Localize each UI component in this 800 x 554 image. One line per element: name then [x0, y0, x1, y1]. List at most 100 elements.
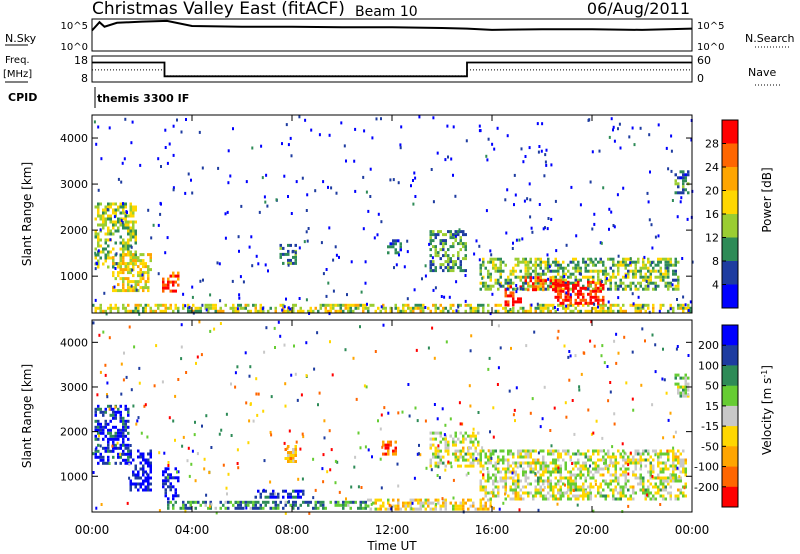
echo-cell — [399, 245, 402, 249]
echo-cell — [396, 462, 399, 466]
echo-cell — [132, 473, 135, 477]
echo-cell — [237, 503, 240, 507]
echo-cell — [176, 470, 178, 474]
echo-cell — [654, 370, 657, 374]
echo-cell — [512, 294, 515, 298]
echo-cell — [511, 247, 514, 250]
echo-cell — [639, 309, 642, 313]
echo-cell — [275, 198, 278, 202]
echo-cell — [599, 303, 602, 307]
echo-cell — [599, 280, 602, 284]
echo-cell — [479, 452, 482, 456]
echo-cell — [289, 136, 292, 140]
echo-cell — [167, 503, 170, 507]
echo-cell — [669, 464, 672, 468]
echo-cell — [613, 139, 616, 143]
echo-cell — [534, 281, 537, 285]
echo-cell — [139, 268, 142, 272]
echo-cell — [639, 303, 642, 307]
echo-cell — [627, 275, 630, 279]
echo-cell — [679, 176, 682, 180]
echo-cell — [239, 303, 242, 307]
echo-cell — [652, 464, 655, 468]
echo-cell — [537, 479, 540, 483]
echo-cell — [567, 488, 570, 492]
echo-cell — [122, 280, 125, 284]
echo-cell — [409, 498, 412, 502]
echo-cell — [602, 473, 605, 477]
echo-cell — [454, 455, 457, 459]
echo-cell — [399, 248, 402, 252]
echo-cell — [201, 424, 203, 428]
echo-cell — [604, 309, 607, 313]
echo-cell — [452, 504, 455, 508]
echo-cell — [644, 284, 647, 288]
echo-cell — [622, 281, 625, 285]
echo-cell — [187, 306, 190, 310]
echo-cell — [164, 494, 167, 498]
echo-cell — [529, 266, 532, 270]
echo-cell — [574, 473, 577, 477]
echo-cell — [122, 217, 125, 221]
echo-cell — [484, 284, 487, 288]
echo-cell — [577, 295, 580, 299]
echo-cell — [142, 473, 145, 477]
echo-cell — [622, 303, 625, 307]
echo-cell — [559, 303, 562, 307]
echo-cell — [639, 269, 642, 273]
echo-cell — [155, 344, 158, 348]
echo-cell — [109, 419, 112, 423]
echo-cell — [97, 205, 100, 209]
echo-cell — [157, 303, 160, 307]
echo-cell — [467, 446, 470, 449]
echo-cell — [254, 495, 257, 499]
echo-cell — [437, 444, 440, 448]
echo-cell — [328, 312, 331, 316]
echo-cell — [557, 266, 560, 270]
echo-cell — [117, 208, 120, 212]
echo-cell — [362, 500, 365, 504]
echo-cell — [664, 266, 667, 270]
echo-cell — [434, 266, 437, 270]
echo-cell — [657, 461, 660, 465]
echo-cell — [514, 263, 517, 267]
echo-cell — [464, 452, 467, 456]
echo-cell — [529, 467, 532, 471]
echo-cell — [684, 303, 687, 307]
echo-cell — [597, 275, 600, 279]
echo-cell — [134, 482, 137, 486]
echo-cell — [617, 461, 620, 465]
echo-cell — [462, 434, 465, 438]
echo-cell — [442, 239, 445, 243]
echo-cell — [527, 260, 530, 264]
echo-cell — [547, 467, 550, 471]
echo-cell — [122, 452, 125, 456]
echo-cell — [129, 256, 132, 260]
echo-cell — [502, 485, 505, 489]
echo-cell — [452, 263, 455, 267]
echo-cell — [490, 456, 493, 460]
echo-cell — [382, 504, 385, 508]
echo-cell — [659, 494, 662, 498]
y-tick-label: 1000 — [60, 270, 88, 283]
echo-cell — [119, 289, 122, 293]
echo-cell — [394, 449, 397, 453]
echo-cell — [647, 458, 650, 462]
echo-cell — [264, 500, 267, 504]
echo-cell — [542, 260, 545, 264]
echo-cell — [437, 233, 440, 237]
echo-cell — [647, 269, 650, 273]
echo-cell — [100, 503, 103, 506]
echo-cell — [357, 303, 360, 307]
echo-cell — [442, 504, 445, 508]
echo-cell — [659, 260, 662, 264]
echo-cell — [641, 327, 644, 331]
echo-cell — [473, 252, 476, 256]
cpid-label: CPID — [8, 91, 37, 104]
echo-cell — [172, 497, 175, 501]
echo-cell — [504, 467, 507, 471]
echo-cell — [442, 254, 445, 258]
echo-cell — [429, 443, 432, 447]
echo-cell — [122, 262, 125, 266]
echo-cell — [251, 146, 254, 150]
